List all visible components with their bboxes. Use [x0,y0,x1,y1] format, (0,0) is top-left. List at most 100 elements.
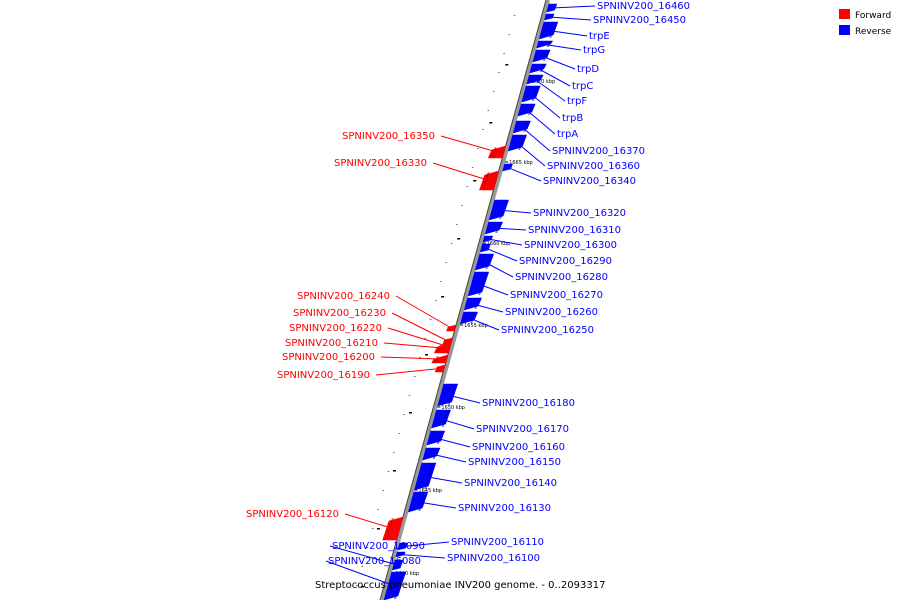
gene-label-spninv200_16370[interactable]: SPNINV200_16370 [552,146,645,157]
gene-shading [432,449,439,459]
gene-connector [487,238,523,246]
gene-label-trpe[interactable]: trpE [589,31,610,42]
gene-label-trpg[interactable]: trpG [583,45,605,56]
legend-swatch-reverse [839,25,850,35]
gene-connector [548,30,588,37]
gene-connector [400,554,446,559]
gene-shading [424,464,434,489]
gene-connector [402,541,450,547]
gene-connector [435,437,471,448]
gene-connector [380,356,440,360]
gene-label-spninv200_16190[interactable]: SPNINV200_16190 [277,370,370,381]
minor-tick [503,53,505,54]
gene-label-spninv200_16140[interactable]: SPNINV200_16140 [464,478,557,489]
gene-connector [521,126,551,152]
gene-label-spninv200_16240[interactable]: SPNINV200_16240 [297,291,390,302]
major-tick [473,180,477,182]
gene-connector [493,227,527,231]
gene-label-spninv200_16350[interactable]: SPNINV200_16350 [342,131,435,142]
gene-shading [549,23,556,38]
gene-feature-spninv200_16450[interactable] [544,13,555,21]
genome-backbone [379,0,550,600]
gene-label-spninv200_16110[interactable]: SPNINV200_16110 [451,537,544,548]
gene-label-spninv200_16260[interactable]: SPNINV200_16260 [505,307,598,318]
gene-label-spninv200_16270[interactable]: SPNINV200_16270 [510,290,603,301]
gene-label-trpb[interactable]: trpB [562,113,583,124]
gene-connector [440,135,498,153]
gene-label-spninv200_16210[interactable]: SPNINV200_16210 [285,338,378,349]
gene-label-trpd[interactable]: trpD [577,64,599,75]
tick-marks: 1670 kbp 1665 kbp 1660 kbp 1655 kbp 1650 kbp… [356,15,555,588]
gene-label-spninv200_16120[interactable]: SPNINV200_16120 [246,509,339,520]
gene-connector [551,5,596,9]
gene-shading [385,518,394,539]
scale-tick-label: 1665 kbp [509,160,533,166]
gene-connector [468,317,500,331]
gene-label-spninv200_16080[interactable]: SPNINV200_16080 [328,556,421,567]
minor-tick [498,72,500,73]
gene-label-trpc[interactable]: trpC [572,81,593,92]
gene-shading [441,411,449,427]
gene-label-spninv200_16130[interactable]: SPNINV200_16130 [458,503,551,514]
gene-label-spninv200_16280[interactable]: SPNINV200_16280 [515,272,608,283]
gene-connector [485,247,518,262]
scale-tick-label: 1650 kbp [441,405,465,411]
gene-connector [498,209,532,214]
minor-tick [377,509,379,510]
gene-shading [418,493,426,511]
scale-tick-label: 1655 kbp [464,323,488,329]
major-tick [360,586,364,588]
gene-label-spninv200_16360[interactable]: SPNINV200_16360 [547,161,640,172]
minor-tick [361,566,363,567]
gene-feature-spninv200_16090[interactable] [391,559,404,571]
minor-tick [424,338,426,339]
gene-connector [530,93,561,119]
gene-label-spninv200_16220[interactable]: SPNINV200_16220 [289,323,382,334]
gene-connector [517,142,546,167]
legend-swatch-forward [839,9,850,19]
major-tick [409,412,413,414]
gene-label-spninv200_16290[interactable]: SPNINV200_16290 [519,256,612,267]
minor-tick [356,585,358,586]
gene-connector [344,513,393,529]
gene-label-spninv200_16300[interactable]: SPNINV200_16300 [524,240,617,251]
gene-connector [440,418,475,430]
minor-tick [408,395,411,396]
gene-label-spninv200_16200[interactable]: SPNINV200_16200 [282,352,375,363]
gene-feature-spninv200_16240[interactable] [446,324,457,332]
gene-label-spninv200_16170[interactable]: SPNINV200_16170 [476,424,569,435]
minor-tick [456,224,458,225]
gene-feature-spninv200_16460[interactable] [546,3,558,13]
minor-tick [450,243,453,244]
gene-label-spninv200_16230[interactable]: SPNINV200_16230 [293,308,386,319]
gene-label-spninv200_16310[interactable]: SPNINV200_16310 [528,225,621,236]
gene-label-spninv200_16320[interactable]: SPNINV200_16320 [533,208,626,219]
gene-label-spninv200_16100[interactable]: SPNINV200_16100 [447,553,540,564]
gene-label-spninv200_16090[interactable]: SPNINV200_16090 [332,541,425,552]
gene-connector [544,44,582,51]
minor-tick [387,471,390,472]
gene-label-spninv200_16330[interactable]: SPNINV200_16330 [334,158,427,169]
gene-label-trpa[interactable]: trpA [557,129,578,140]
gene-label-spninv200_16340[interactable]: SPNINV200_16340 [543,176,636,187]
gene-connector [507,167,542,182]
gene-shading [436,432,443,444]
gene-shading [470,313,476,323]
legend-label-forward: Forward [855,11,891,21]
gene-connector [387,327,447,347]
minor-tick [445,262,448,263]
gene-label-spninv200_16250[interactable]: SPNINV200_16250 [501,325,594,336]
gene-label-trpf[interactable]: trpF [567,96,587,107]
gene-label-spninv200_16450[interactable]: SPNINV200_16450 [593,15,686,26]
gene-connector [549,16,592,21]
gene-label-spninv200_16160[interactable]: SPNINV200_16160 [472,442,565,453]
scale-tick-label: 1670 kbp [532,79,556,85]
gene-connector [541,55,576,70]
gene-shading [447,385,456,405]
scale-tick-label: 1645 kbp [418,488,442,494]
gene-label-spninv200_16150[interactable]: SPNINV200_16150 [468,457,561,468]
gene-shading [531,87,539,101]
gene-label-spninv200_16460[interactable]: SPNINV200_16460 [597,1,690,12]
legend-label-reverse: Reverse [855,27,892,37]
gene-label-spninv200_16180[interactable]: SPNINV200_16180 [482,398,575,409]
